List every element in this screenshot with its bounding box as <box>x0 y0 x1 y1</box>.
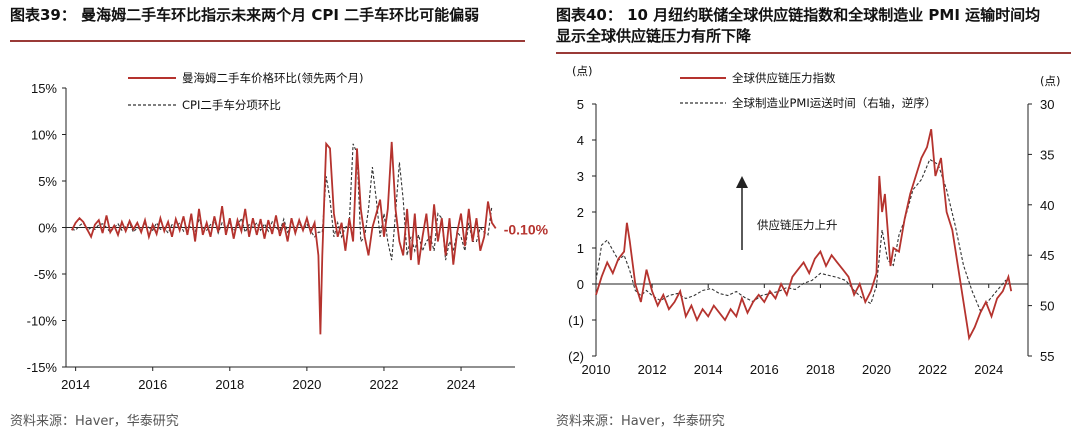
left-y-tick-label: -15% <box>27 360 58 375</box>
right-legend-label-pmi: 全球制造业PMI运送时间（右轴，逆序） <box>732 96 936 110</box>
right-y-unit-label: (点) <box>572 64 592 78</box>
right-series-gscpi <box>595 128 1013 341</box>
right-y-tick-label: 0 <box>577 277 584 292</box>
right-y2-tick-label: 55 <box>1040 349 1054 364</box>
right-x-tick-label: 2016 <box>750 362 779 377</box>
right-y2-tick-label: 50 <box>1040 299 1054 314</box>
right-y2-tick-label: 40 <box>1040 198 1054 213</box>
right-x-tick-label: 2024 <box>974 362 1003 377</box>
left-x-tick-label: 2018 <box>215 377 244 392</box>
right-x-tick-label: 2012 <box>638 362 667 377</box>
left-series-manheim <box>70 141 497 335</box>
left-x-tick-label: 2020 <box>292 377 321 392</box>
left-y-tick-label: 5% <box>38 174 57 189</box>
left-source-note: 资料来源：Haver，华泰研究 <box>10 414 179 429</box>
right-x-tick-label: 2014 <box>694 362 723 377</box>
right-source-note: 资料来源：Haver，华泰研究 <box>556 414 725 429</box>
left-x-tick-label: 2024 <box>447 377 476 392</box>
right-x-tick-label: 2022 <box>918 362 947 377</box>
right-y-tick-label: (1) <box>568 313 584 328</box>
right-x-tick-label: 2010 <box>582 362 611 377</box>
left-title-rule <box>10 40 525 42</box>
right-y-tick-label: 2 <box>577 205 584 220</box>
right-y-tick-label: 5 <box>577 97 584 112</box>
left-y-tick-label: -10% <box>27 314 58 329</box>
right-y-tick-label: 3 <box>577 169 584 184</box>
right-y2-tick-label: 45 <box>1040 248 1054 263</box>
left-y-tick-label: 0% <box>38 221 57 236</box>
right-series-pmi-delivery <box>595 158 1012 312</box>
right-chart-title-line1: 图表40： 10 月纽约联储全球供应链指数和全球制造业 PMI 运输时间均 <box>556 6 1041 24</box>
right-arrow-head <box>736 176 748 188</box>
left-y-tick-label: 15% <box>31 81 57 96</box>
right-legend-label-gscpi: 全球供应链压力指数 <box>732 71 836 85</box>
right-y-tick-label: (2) <box>568 349 584 364</box>
right-y-tick-label: 4 <box>577 133 584 148</box>
left-last-value-label: -0.10% <box>504 221 549 237</box>
left-legend-label-manheim: 曼海姆二手车价格环比(领先两个月) <box>182 71 363 85</box>
right-title-rule <box>556 52 1071 54</box>
left-x-tick-label: 2014 <box>61 377 90 392</box>
left-legend-label-cpi: CPI二手车分项环比 <box>182 98 281 112</box>
right-annotation-label: 供应链压力上升 <box>757 218 838 232</box>
right-x-tick-label: 2020 <box>862 362 891 377</box>
right-chart-title-line2: 显示全球供应链压力有所下降 <box>556 27 752 45</box>
right-y2-unit-label: (点) <box>1040 74 1060 88</box>
left-y-tick-label: 10% <box>31 128 57 143</box>
right-x-tick-label: 2018 <box>806 362 835 377</box>
right-y2-tick-label: 35 <box>1040 147 1054 162</box>
right-y2-tick-label: 30 <box>1040 97 1054 112</box>
left-y-tick-label: -5% <box>34 267 58 282</box>
right-y-tick-label: 1 <box>577 241 584 256</box>
left-x-tick-label: 2016 <box>138 377 167 392</box>
left-chart-title: 图表39： 曼海姆二手车环比指示未来两个月 CPI 二手车环比可能偏弱 <box>10 6 480 24</box>
left-x-tick-label: 2022 <box>370 377 399 392</box>
